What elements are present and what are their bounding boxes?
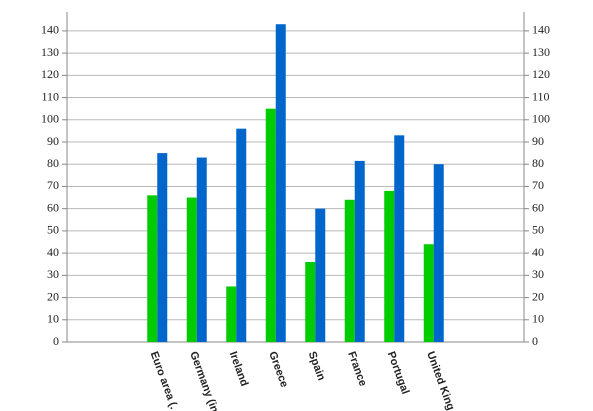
bar (433, 164, 444, 342)
y-tick-label: 40 (47, 245, 59, 259)
y2-tick-label: 110 (532, 89, 550, 103)
bar (236, 128, 247, 342)
bar (384, 190, 395, 342)
y2-tick-label: 70 (532, 178, 544, 192)
y2-tick-label: 80 (532, 156, 544, 170)
y2-tick-label: 100 (532, 112, 550, 126)
y2-tick-label: 90 (532, 134, 544, 148)
y-tick-label: 120 (41, 67, 59, 81)
y-tick-label: 140 (41, 23, 59, 37)
bar (265, 108, 276, 343)
bar (394, 135, 405, 342)
bar (275, 24, 286, 342)
y-tick-label: 100 (41, 112, 59, 126)
y-tick-label: 30 (47, 267, 59, 281)
bar (147, 195, 158, 342)
bar (305, 262, 316, 342)
bar (315, 208, 326, 342)
y2-tick-label: 140 (532, 23, 550, 37)
y-tick-label: 130 (41, 45, 59, 59)
x-tick-label: Euro area (. (148, 350, 180, 411)
y-tick-label: 90 (47, 134, 59, 148)
bar (423, 244, 434, 342)
y2-tick-label: 60 (532, 200, 544, 214)
y2-tick-label: 30 (532, 267, 544, 281)
y-tick-label: 20 (47, 289, 59, 303)
y2-tick-label: 20 (532, 289, 544, 303)
y-tick-label: 60 (47, 200, 59, 214)
bar (186, 197, 197, 342)
bar (354, 160, 365, 342)
bar (157, 153, 168, 342)
y-tick-label: 50 (47, 223, 59, 237)
x-tick-label: Germany (in (187, 350, 220, 411)
y-tick-label: 70 (47, 178, 59, 192)
y2-tick-label: 10 (532, 312, 544, 326)
bar (344, 199, 355, 342)
y2-tick-label: 120 (532, 67, 550, 81)
bar (196, 157, 207, 342)
x-tick-label: Greece (266, 350, 290, 389)
y-tick-label: 0 (53, 334, 59, 348)
x-tick-label: France (345, 350, 369, 388)
bar (226, 286, 237, 342)
y-tick-label: 10 (47, 312, 59, 326)
y-tick-label: 110 (41, 89, 59, 103)
x-tick-label: Ireland (227, 350, 251, 388)
y2-tick-label: 40 (532, 245, 544, 259)
y2-tick-label: 0 (532, 334, 538, 348)
x-tick-label: United King (424, 350, 456, 411)
x-tick-label: Portugal (385, 350, 412, 396)
y2-tick-label: 130 (532, 45, 550, 59)
y2-tick-label: 50 (532, 223, 544, 237)
y-tick-label: 80 (47, 156, 59, 170)
x-tick-label: Spain (306, 350, 328, 383)
